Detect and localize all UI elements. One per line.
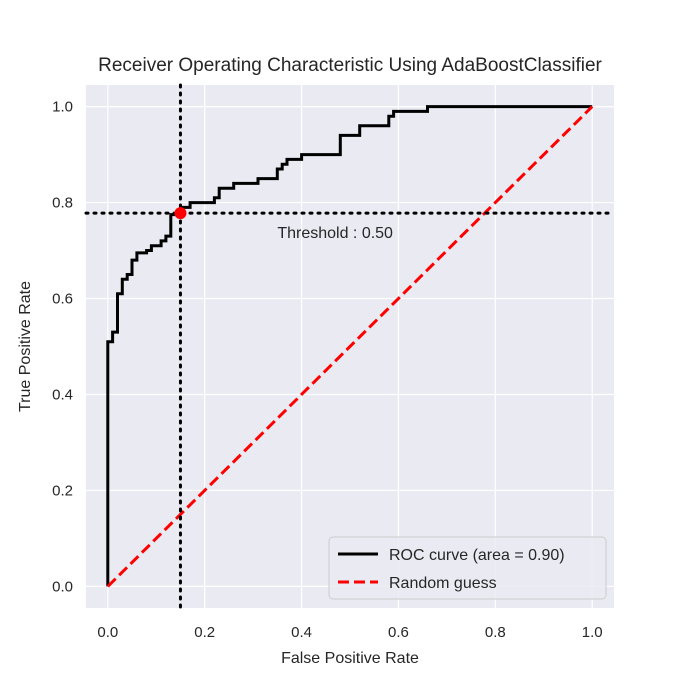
x-tick-labels: 0.0 0.2 0.4 0.6 0.8 1.0 bbox=[97, 624, 602, 641]
x-tick-label: 0.8 bbox=[485, 624, 506, 641]
y-tick-label: 0.6 bbox=[52, 291, 73, 308]
threshold-point bbox=[174, 207, 187, 220]
y-tick-label: 0.2 bbox=[52, 482, 73, 499]
x-tick-label: 0.4 bbox=[291, 624, 312, 641]
legend-label: Random guess bbox=[389, 575, 497, 592]
y-tick-label: 0.4 bbox=[52, 386, 73, 403]
series-layer bbox=[106, 105, 594, 588]
x-tick-label: 0.2 bbox=[194, 624, 215, 641]
x-axis-label: False Positive Rate bbox=[281, 650, 419, 667]
y-tick-label: 1.0 bbox=[52, 99, 73, 116]
y-axis-label: True Positive Rate bbox=[17, 281, 34, 412]
roc-curve-line bbox=[106, 105, 593, 587]
threshold-annotation: Threshold : 0.50 bbox=[277, 225, 393, 242]
x-tick-label: 0.6 bbox=[388, 624, 409, 641]
chart-title: Receiver Operating Characteristic Using … bbox=[98, 55, 602, 76]
plot-area: Threshold : 0.50 bbox=[84, 83, 616, 610]
x-tick-label: 1.0 bbox=[582, 624, 603, 641]
y-tick-label: 0.8 bbox=[52, 195, 73, 212]
legend-box bbox=[328, 536, 607, 600]
y-tick-label: 0.0 bbox=[52, 578, 73, 595]
random-guess-line bbox=[106, 105, 594, 588]
legend: ROC curve (area = 0.90) Random guess bbox=[328, 536, 607, 600]
grid-lines bbox=[86, 85, 614, 608]
y-tick-labels: 0.0 0.2 0.4 0.6 0.8 1.0 bbox=[52, 99, 73, 596]
legend-label: ROC curve (area = 0.90) bbox=[389, 547, 565, 564]
threshold-layer: Threshold : 0.50 bbox=[84, 83, 616, 610]
x-tick-label: 0.0 bbox=[97, 624, 118, 641]
